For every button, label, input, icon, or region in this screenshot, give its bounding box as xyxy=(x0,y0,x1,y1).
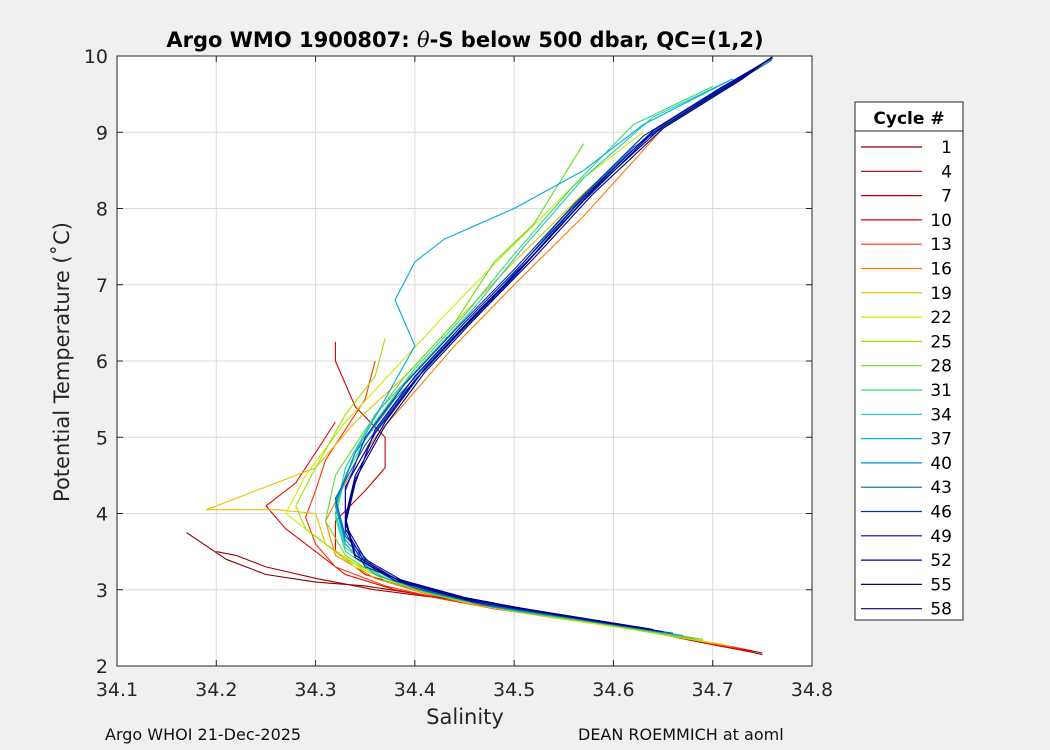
y-tick-label: 6 xyxy=(96,351,108,373)
x-tick-label: 34.2 xyxy=(195,679,237,701)
legend-label: 1 xyxy=(941,138,952,158)
legend-label: 10 xyxy=(930,211,952,231)
legend-label: 31 xyxy=(930,381,952,401)
legend-label: 13 xyxy=(930,235,952,255)
x-tick-label: 34.8 xyxy=(791,679,833,701)
y-tick-label: 9 xyxy=(96,122,108,144)
legend-label: 4 xyxy=(941,162,952,182)
legend-label: 25 xyxy=(930,332,952,352)
legend-label: 43 xyxy=(930,478,952,498)
legend-label: 52 xyxy=(930,551,952,571)
legend-label: 7 xyxy=(941,187,952,207)
legend-label: 19 xyxy=(930,284,952,304)
legend-label: 46 xyxy=(930,503,952,523)
x-tick-label: 34.1 xyxy=(96,679,138,701)
x-tick-label: 34.7 xyxy=(692,679,734,701)
footer-right: DEAN ROEMMICH at aoml xyxy=(578,725,784,744)
series-line-cycle-55 xyxy=(344,56,773,630)
x-tick-label: 34.4 xyxy=(394,679,436,701)
series-layer xyxy=(186,56,773,656)
legend-title: Cycle # xyxy=(873,109,944,129)
legend-label: 55 xyxy=(930,575,952,595)
legend-label: 16 xyxy=(930,260,952,280)
x-tick-label: 34.5 xyxy=(493,679,535,701)
y-tick-label: 7 xyxy=(96,275,108,297)
y-tick-label: 8 xyxy=(96,199,108,221)
legend-box xyxy=(854,101,964,621)
series-line-cycle-58 xyxy=(344,56,773,629)
x-tick-label: 34.3 xyxy=(294,679,336,701)
footer-left: Argo WHOI 21-Dec-2025 xyxy=(105,725,302,744)
x-tick-label: 34.6 xyxy=(592,679,634,701)
y-axis-ticks: 2 3 4 5 6 7 8 9 10 xyxy=(84,46,812,678)
y-tick-label: 3 xyxy=(96,580,108,602)
legend-label: 58 xyxy=(930,600,952,620)
y-tick-label: 5 xyxy=(96,427,108,449)
legend-label: 34 xyxy=(930,405,952,425)
legend: Cycle # 1 4 7 10 13 16 19 22 25 28 31 34 37 40 43 46 49 5… xyxy=(854,101,964,621)
x-axis-ticks: 34.1 34.2 34.3 34.4 34.5 34.6 34.7 34.8 xyxy=(96,56,833,701)
chart-title: Argo WMO 1900807: θ-S below 500 dbar, QC… xyxy=(166,28,763,52)
legend-label: 40 xyxy=(930,454,952,474)
legend-items: 1 4 7 10 13 16 19 22 25 28 31 34 37 40 43 46 49 52 55 58 xyxy=(861,138,952,620)
y-tick-label: 10 xyxy=(84,46,108,68)
y-tick-label: 2 xyxy=(96,656,108,678)
legend-label: 28 xyxy=(930,357,952,377)
legend-label: 49 xyxy=(930,527,952,547)
y-axis-label: Potential Temperature (˚C) xyxy=(50,222,74,502)
y-tick-label: 4 xyxy=(96,504,108,526)
x-axis-label: Salinity xyxy=(426,705,504,729)
legend-label: 37 xyxy=(930,430,952,450)
legend-label: 22 xyxy=(930,308,952,328)
